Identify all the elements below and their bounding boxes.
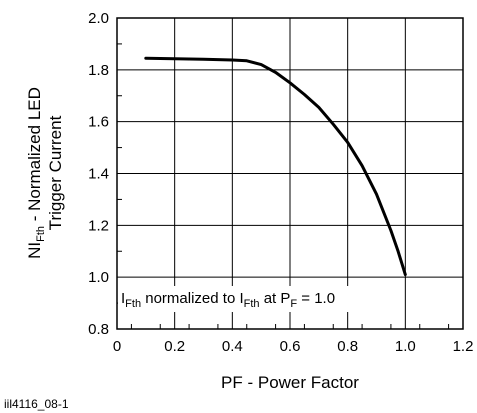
y-axis-title-line2: Trigger Current [46, 115, 65, 230]
y-tick-label: 1.6 [88, 114, 109, 131]
y-tick-label: 1.8 [88, 62, 109, 79]
x-tick-label: 1.2 [453, 338, 474, 355]
tick-labels: 0 0.2 0.4 0.6 0.8 1.0 1.2 0.8 1.0 1.2 1.4 1.6 1.8 2.0 [88, 10, 473, 355]
annotation-box [118, 286, 404, 312]
x-tick-label: 0.4 [222, 338, 243, 355]
figure-id: iil4116_08-1 [4, 397, 69, 411]
x-tick-label: 0.8 [337, 338, 358, 355]
y-axis-title: NIFth - Normalized LED Trigger Current [25, 87, 65, 259]
x-tick-label: 0 [113, 338, 121, 355]
x-axis-title: PF - Power Factor [221, 373, 359, 392]
plot-frame [116, 17, 464, 330]
x-tick-label: 1.0 [395, 338, 416, 355]
x-tick-label: 0.2 [164, 338, 185, 355]
y-tick-label: 1.2 [88, 217, 109, 234]
annotation-text: IFth normalized to IFth at PF = 1.0 [121, 290, 335, 310]
y-tick-label: 0.8 [88, 321, 109, 338]
y-tick-label: 1.4 [88, 166, 109, 183]
y-tick-label: 1.0 [88, 269, 109, 286]
y-axis-title-line1: NIFth - Normalized LED [25, 87, 47, 259]
series-line [144, 56, 407, 277]
y-tick-label: 2.0 [88, 10, 109, 27]
axis-ticks [117, 43, 450, 329]
x-tick-label: 0.6 [280, 338, 301, 355]
grid [117, 18, 463, 329]
